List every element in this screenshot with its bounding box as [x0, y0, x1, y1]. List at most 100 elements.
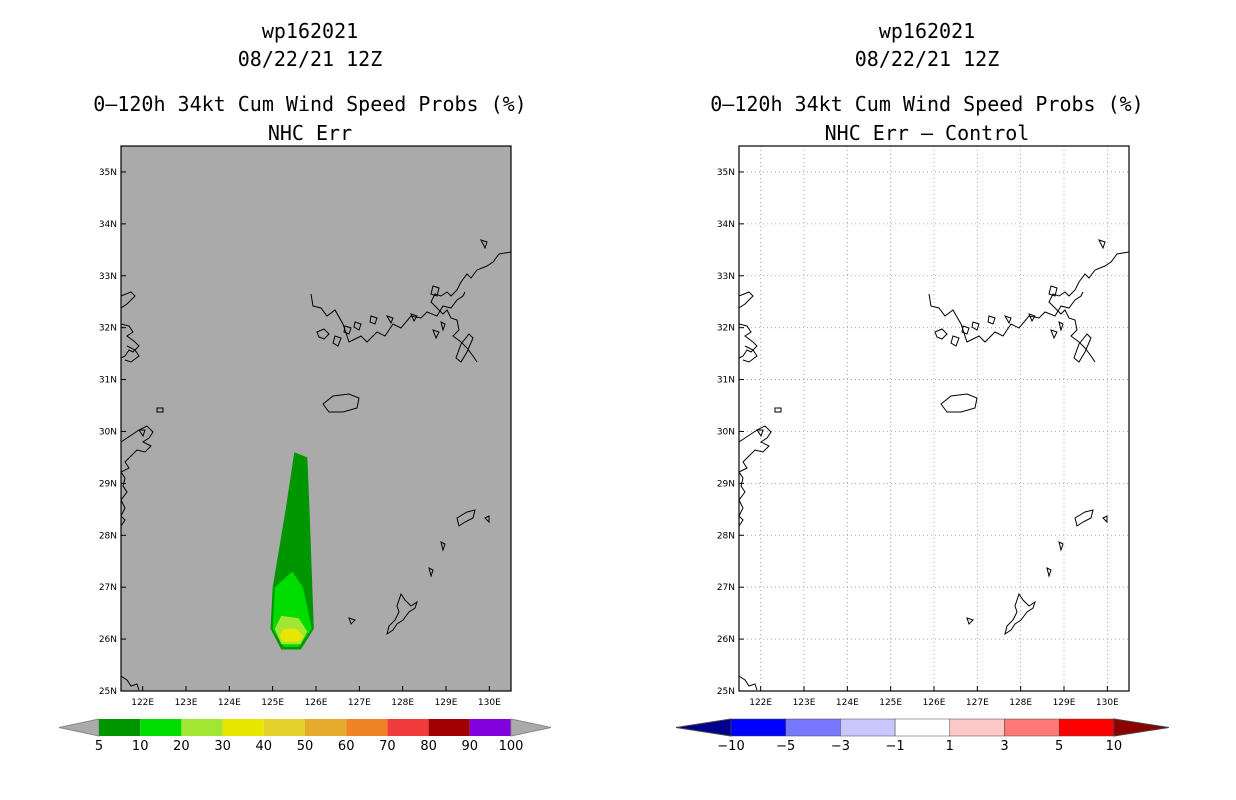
lon-tick-label: 122E	[749, 698, 772, 708]
lat-tick-label: 32N	[99, 324, 117, 334]
colorbar-label: 80	[420, 739, 437, 754]
left-title-block: wp162021 08/22/21 12Z 0–120h 34kt Cum Wi…	[30, 17, 590, 147]
lon-tick-label: 128E	[1009, 698, 1032, 708]
colorbar-swatch	[387, 719, 429, 736]
lat-tick-label: 26N	[717, 635, 735, 645]
colorbar-label: −10	[717, 739, 744, 754]
colorbar-label: 50	[297, 739, 314, 754]
lat-tick-label: 33N	[99, 272, 117, 282]
lon-tick-label: 126E	[923, 698, 946, 708]
colorbar-swatch	[469, 719, 511, 736]
colorbar-swatch	[1004, 718, 1060, 737]
colorbar-swatch	[428, 719, 470, 736]
lon-tick-label: 123E	[793, 698, 816, 708]
colorbar-swatch	[181, 719, 223, 736]
lon-tick-label: 126E	[305, 698, 328, 708]
colorbar-label: 5	[1055, 739, 1063, 754]
colorbar-low-arrow	[58, 718, 100, 737]
colorbar-swatch	[949, 718, 1005, 737]
colorbar-swatch	[1058, 718, 1115, 737]
difference-colorbar: −10 −5 −3 −1 1 3 5 10	[675, 718, 1169, 754]
colorbar-swatch	[305, 719, 347, 736]
colorbar-low-arrow	[675, 718, 732, 737]
lat-tick-label: 25N	[99, 687, 117, 697]
colorbar-swatch	[222, 719, 264, 736]
colorbar-label: 30	[214, 739, 231, 754]
lat-tick-label: 27N	[99, 583, 117, 593]
left-axis-ticks: 122E 123E 124E 125E 126E 127E 128E 129E 130E 25N 2…	[99, 168, 501, 708]
lon-tick-label: 128E	[391, 698, 414, 708]
left-map-panel: 122E 123E 124E 125E 126E 127E 128E 129E 130E 25N 2…	[99, 145, 512, 708]
lat-tick-label: 34N	[99, 220, 117, 230]
lat-tick-label: 26N	[99, 635, 117, 645]
colorbar-label: 1	[946, 739, 954, 754]
lat-tick-label: 31N	[717, 376, 735, 386]
lon-tick-label: 124E	[836, 698, 859, 708]
lon-tick-label: 122E	[131, 698, 154, 708]
lat-tick-label: 27N	[717, 583, 735, 593]
colorbar-swatch	[840, 718, 896, 737]
colorbar-label: −5	[776, 739, 795, 754]
right-subtitle: NHC Err – Control	[824, 121, 1030, 145]
lon-tick-label: 123E	[175, 698, 198, 708]
colorbar-label: 10	[1106, 739, 1123, 754]
lon-tick-label: 130E	[478, 698, 501, 708]
right-axis-ticks: 122E 123E 124E 125E 126E 127E 128E 129E 130E 25N 2…	[717, 168, 1119, 708]
colorbar-label: 70	[379, 739, 396, 754]
right-gridlines	[739, 146, 1129, 691]
colorbar-label: 20	[173, 739, 190, 754]
colorbar-swatch	[263, 719, 305, 736]
lon-tick-label: 127E	[966, 698, 989, 708]
left-map-background	[121, 146, 511, 691]
probability-contour-30	[279, 628, 304, 642]
right-storm-id: wp162021	[878, 19, 976, 43]
colorbar-swatch	[140, 719, 182, 736]
left-datetime: 08/22/21 12Z	[237, 47, 383, 71]
left-product-title: 0–120h 34kt Cum Wind Speed Probs (%)	[93, 92, 527, 116]
lat-tick-label: 35N	[99, 168, 117, 178]
lat-tick-label: 28N	[99, 531, 117, 541]
colorbar-swatch	[99, 719, 141, 736]
colorbar-label: 10	[132, 739, 149, 754]
colorbar-swatch	[730, 718, 786, 737]
lat-tick-label: 32N	[717, 324, 735, 334]
lat-tick-label: 30N	[717, 427, 735, 437]
lon-tick-label: 129E	[435, 698, 458, 708]
colorbar-swatch	[785, 718, 841, 737]
colorbar-label: 100	[499, 739, 524, 754]
right-title-block: wp162021 08/22/21 12Z 0–120h 34kt Cum Wi…	[647, 17, 1207, 147]
lon-tick-label: 125E	[879, 698, 902, 708]
lat-tick-label: 31N	[99, 376, 117, 386]
lon-tick-label: 125E	[261, 698, 284, 708]
lat-tick-label: 30N	[99, 427, 117, 437]
colorbar-label: −1	[886, 739, 905, 754]
left-storm-id: wp162021	[261, 19, 359, 43]
lat-tick-label: 25N	[717, 687, 735, 697]
colorbar-high-arrow	[1113, 718, 1169, 737]
colorbar-swatch	[894, 718, 951, 737]
colorbar-high-arrow	[510, 718, 552, 737]
right-map-panel: 122E 123E 124E 125E 126E 127E 128E 129E 130E 25N 2…	[717, 145, 1130, 708]
probability-colorbar: 5 10 20 30 40 50 60 70 80 90 100	[58, 718, 552, 754]
colorbar-label: −3	[831, 739, 850, 754]
lat-tick-label: 35N	[717, 168, 735, 178]
colorbar-label: 90	[462, 739, 479, 754]
colorbar-swatch	[346, 719, 388, 736]
colorbar-label: 60	[338, 739, 355, 754]
lat-tick-label: 28N	[717, 531, 735, 541]
colorbar-label: 40	[256, 739, 273, 754]
lon-tick-label: 124E	[218, 698, 241, 708]
lat-tick-label: 33N	[717, 272, 735, 282]
left-subtitle: NHC Err	[267, 121, 353, 145]
lon-tick-label: 127E	[348, 698, 371, 708]
lon-tick-label: 129E	[1053, 698, 1076, 708]
lat-tick-label: 34N	[717, 220, 735, 230]
right-datetime: 08/22/21 12Z	[854, 47, 1000, 71]
colorbar-label: 5	[95, 739, 103, 754]
right-product-title: 0–120h 34kt Cum Wind Speed Probs (%)	[710, 92, 1144, 116]
probability-field	[270, 452, 314, 650]
colorbar-label: 3	[1000, 739, 1008, 754]
lat-tick-label: 29N	[717, 479, 735, 489]
lat-tick-label: 29N	[99, 479, 117, 489]
